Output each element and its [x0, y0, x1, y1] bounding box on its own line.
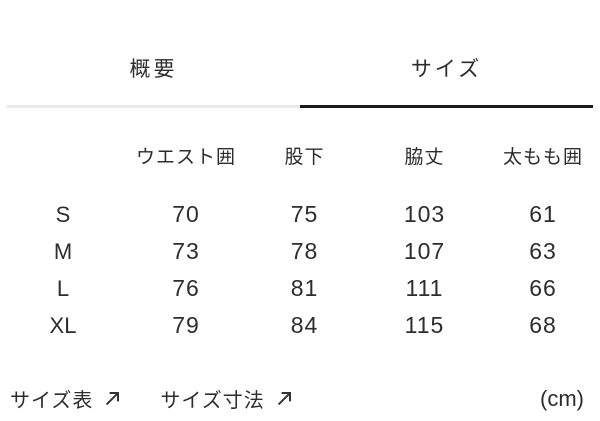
cell-value: 84: [290, 312, 319, 338]
table-header-row: ウエスト囲 股下 脇丈 太もも囲: [0, 146, 600, 196]
size-table: ウエスト囲 股下 脇丈 太もも囲 S 70 75 103 61 M 73 78 …: [0, 146, 600, 344]
tab-size[interactable]: サイズ: [300, 0, 593, 108]
cell-value: 75: [290, 201, 319, 227]
cell-value: 73: [172, 238, 200, 264]
cell-value: 61: [529, 201, 557, 227]
cell-value: 76: [172, 275, 200, 301]
cell-value: 70: [172, 201, 200, 227]
cell-value: 111: [405, 275, 444, 301]
column-header-side-length: 脇丈: [404, 147, 445, 168]
cell-value: 63: [529, 238, 557, 264]
tab-bar: 概要 サイズ: [0, 0, 600, 108]
size-dimensions-link[interactable]: サイズ寸法: [160, 384, 293, 413]
footer-bar: サイズ表 サイズ寸法 (cm): [10, 384, 584, 413]
cell-value: 103: [403, 201, 446, 227]
cell-value: 78: [290, 238, 319, 264]
column-header-size: [0, 146, 126, 196]
column-header-inseam: 股下: [284, 147, 325, 168]
row-label-l: L: [56, 275, 70, 301]
column-header-thigh: 太もも囲: [502, 147, 583, 168]
table-row: XL 79 84 115 68: [0, 307, 600, 344]
tab-overview-label: 概要: [129, 58, 178, 81]
size-chart-link[interactable]: サイズ表: [10, 384, 122, 413]
cell-value: 107: [403, 238, 446, 264]
size-dimensions-link-label: サイズ寸法: [160, 390, 265, 412]
table-row: L 76 81 111 66: [0, 270, 600, 307]
external-link-arrow-icon: [106, 392, 120, 406]
unit-label: (cm): [540, 385, 584, 411]
size-chart-link-label: サイズ表: [10, 390, 94, 412]
cell-value: 115: [404, 312, 445, 338]
row-label-xl: XL: [49, 312, 77, 338]
tab-size-label: サイズ: [410, 58, 483, 81]
row-label-m: M: [53, 238, 73, 264]
tab-overview[interactable]: 概要: [7, 0, 300, 108]
table-row: M 73 78 107 63: [0, 233, 600, 270]
row-label-s: S: [55, 201, 71, 227]
cell-value: 66: [529, 275, 557, 301]
table-row: S 70 75 103 61: [0, 196, 600, 233]
column-header-waist: ウエスト囲: [135, 147, 236, 168]
external-link-arrow-icon: [277, 392, 291, 406]
cell-value: 81: [290, 275, 319, 301]
cell-value: 79: [172, 312, 200, 338]
cell-value: 68: [529, 312, 557, 338]
